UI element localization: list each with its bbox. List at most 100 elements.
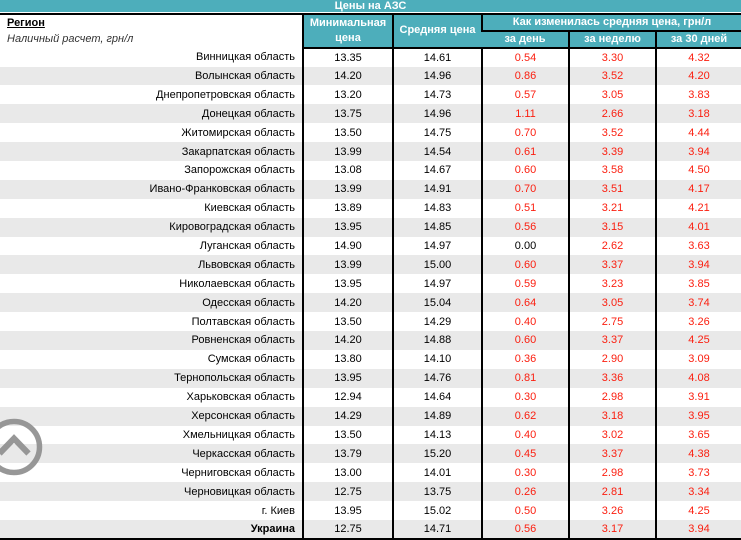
table-row: Волынская область 14.20 14.96 0.86 3.52 …: [0, 66, 741, 86]
change-week-cell: 3.39: [568, 142, 656, 162]
region-cell: Ивано-Франковская область: [149, 183, 295, 196]
avg-price-cell: 14.54: [392, 142, 482, 162]
change-day-cell: 0.36: [481, 349, 569, 369]
change-day-cell: 0.60: [481, 255, 569, 275]
change-month-cell: 4.01: [655, 217, 741, 237]
region-cell: Луганская область: [199, 240, 295, 253]
table-row: Николаевская область 13.95 14.97 0.59 3.…: [0, 274, 741, 294]
change-month-cell: 4.21: [655, 198, 741, 218]
region-cell: Днепропетровская область: [156, 88, 295, 101]
change-day-cell: 0.62: [481, 406, 569, 426]
table-row: Украина 12.75 14.71 0.56 3.17 3.94: [0, 519, 741, 539]
change-week-cell: 2.75: [568, 312, 656, 332]
table-row: Одесская область 14.20 15.04 0.64 3.05 3…: [0, 293, 741, 313]
region-cell: Хмельницкая область: [182, 428, 295, 441]
table-row: Тернопольская область 13.95 14.76 0.81 3…: [0, 368, 741, 388]
change-month-cell: 3.94: [655, 142, 741, 162]
change-month-cell: 4.17: [655, 179, 741, 199]
avg-price-cell: 15.04: [392, 293, 482, 313]
min-price-cell: 13.95: [302, 274, 393, 294]
change-day-header: за день: [482, 30, 569, 49]
table-row: Луганская область 14.90 14.97 0.00 2.62 …: [0, 236, 741, 256]
avg-price-header: Средняя цена: [392, 14, 482, 49]
change-month-cell: 4.20: [655, 66, 741, 86]
region-cell: Кировоградская область: [169, 221, 295, 234]
change-week-cell: 3.21: [568, 198, 656, 218]
change-month-cell: 4.50: [655, 161, 741, 180]
change-day-cell: 0.59: [481, 274, 569, 294]
region-header-cell: Регион Наличный расчет, грн/л: [0, 14, 303, 48]
change-week-cell: 2.66: [568, 104, 656, 124]
region-cell: Украина: [250, 522, 295, 535]
avg-price-cell: 14.97: [392, 236, 482, 256]
change-month-cell: 4.44: [655, 123, 741, 143]
change-week-cell: 2.98: [568, 463, 656, 483]
change-month-cell: 4.08: [655, 368, 741, 388]
change-month-header: за 30 дней: [655, 30, 741, 49]
min-price-cell: 13.95: [302, 217, 393, 237]
chevron-up-circle-icon: [0, 418, 43, 476]
region-cell: Закарпатская область: [181, 145, 295, 158]
change-month-cell: 3.65: [655, 425, 741, 445]
change-month-cell: 3.63: [655, 236, 741, 256]
min-price-cell: 13.50: [302, 312, 393, 332]
avg-price-cell: 13.75: [392, 482, 482, 502]
min-price-cell: 13.99: [302, 179, 393, 199]
region-cell: Николаевская область: [179, 277, 295, 290]
avg-price-cell: 14.85: [392, 217, 482, 237]
change-week-cell: 3.15: [568, 217, 656, 237]
price-table-body: Винницкая область 13.35 14.61 0.54 3.30 …: [0, 47, 741, 539]
change-day-cell: 0.51: [481, 198, 569, 218]
change-week-cell: 3.37: [568, 331, 656, 350]
change-week-header: за неделю: [568, 30, 656, 49]
region-cell: Львовская область: [198, 258, 295, 271]
change-month-cell: 3.09: [655, 349, 741, 369]
avg-price-cell: 14.89: [392, 406, 482, 426]
table-row: Харьковская область 12.94 14.64 0.30 2.9…: [0, 387, 741, 407]
change-month-cell: 3.26: [655, 312, 741, 332]
change-day-cell: 0.54: [481, 47, 569, 67]
change-week-cell: 3.26: [568, 501, 656, 520]
table-row: Киевская область 13.89 14.83 0.51 3.21 4…: [0, 198, 741, 218]
min-price-cell: 14.90: [302, 236, 393, 256]
avg-price-cell: 14.96: [392, 104, 482, 124]
region-header-note: Наличный расчет, грн/л: [7, 33, 134, 45]
min-price-cell: 13.95: [302, 501, 393, 520]
table-row: Житомирская область 13.50 14.75 0.70 3.5…: [0, 123, 741, 143]
change-week-cell: 3.52: [568, 123, 656, 143]
min-price-cell: 13.35: [302, 47, 393, 67]
region-cell: Полтавская область: [191, 315, 295, 328]
avg-price-cell: 15.02: [392, 501, 482, 520]
change-week-cell: 3.17: [568, 519, 656, 539]
change-day-cell: 0.70: [481, 179, 569, 199]
avg-price-cell: 14.73: [392, 85, 482, 105]
change-month-cell: 3.83: [655, 85, 741, 105]
change-week-cell: 2.98: [568, 387, 656, 407]
table-row: Полтавская область 13.50 14.29 0.40 2.75…: [0, 312, 741, 332]
min-price-cell: 14.20: [302, 331, 393, 350]
min-price-cell: 13.95: [302, 368, 393, 388]
region-cell: Черкасская область: [192, 447, 295, 460]
change-week-cell: 3.37: [568, 255, 656, 275]
scroll-to-top-button[interactable]: [0, 418, 43, 476]
avg-price-cell: 14.76: [392, 368, 482, 388]
table-row: Ровненская область 14.20 14.88 0.60 3.37…: [0, 331, 741, 350]
region-cell: Киевская область: [204, 202, 295, 215]
avg-price-cell: 14.97: [392, 274, 482, 294]
change-week-cell: 3.05: [568, 293, 656, 313]
table-row: Черновицкая область 12.75 13.75 0.26 2.8…: [0, 482, 741, 502]
change-month-cell: 4.32: [655, 47, 741, 67]
min-price-cell: 13.99: [302, 255, 393, 275]
table-row: Львовская область 13.99 15.00 0.60 3.37 …: [0, 255, 741, 275]
min-price-cell: 13.75: [302, 104, 393, 124]
region-cell: Запорожская область: [184, 164, 295, 177]
change-week-cell: 3.18: [568, 406, 656, 426]
change-group-header: Как изменилась средняя цена, грн/л: [481, 14, 741, 32]
min-price-cell: 13.50: [302, 425, 393, 445]
change-day-cell: 0.64: [481, 293, 569, 313]
min-price-cell: 13.99: [302, 142, 393, 162]
change-day-cell: 0.30: [481, 387, 569, 407]
min-price-cell: 13.08: [302, 161, 393, 180]
avg-price-cell: 14.71: [392, 519, 482, 539]
change-month-cell: 3.94: [655, 255, 741, 275]
